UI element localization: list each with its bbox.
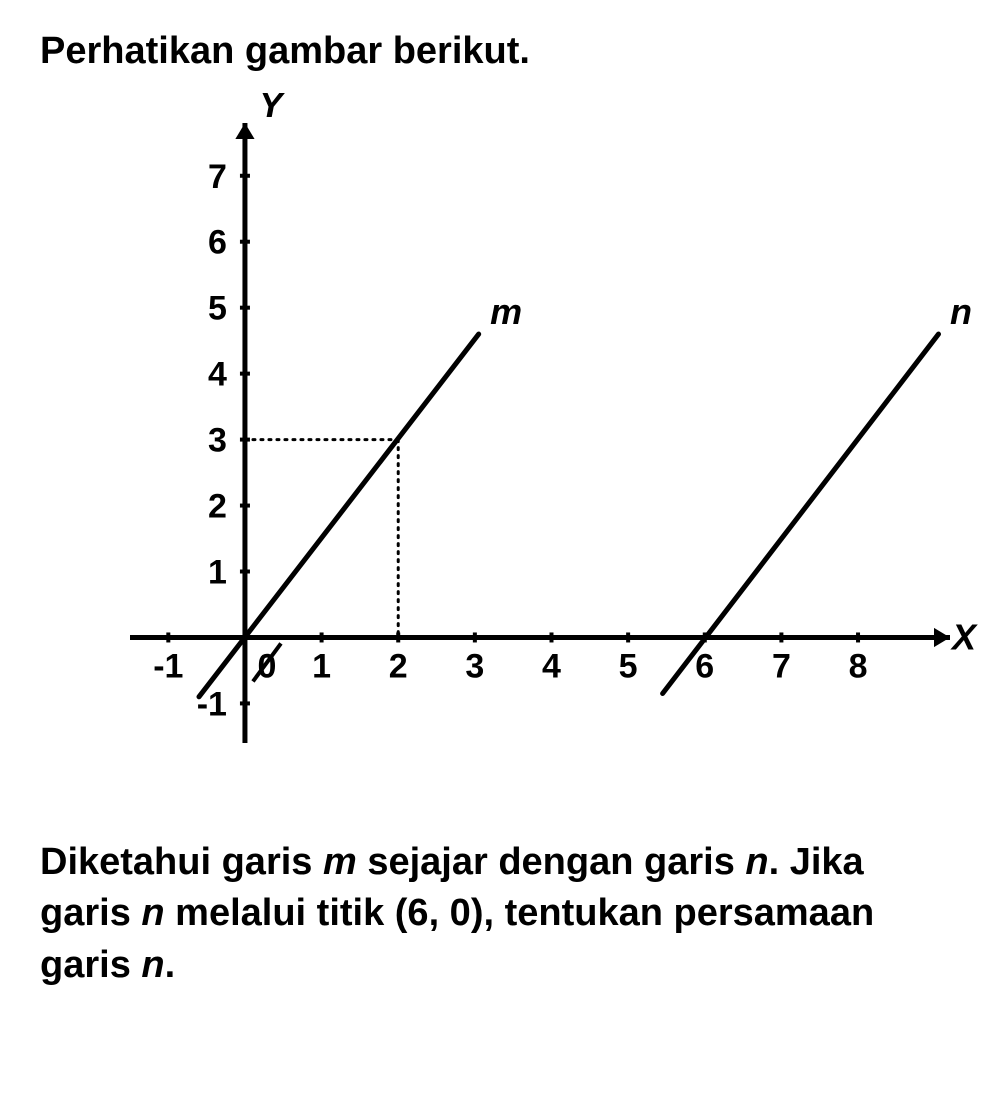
y-tick-label: 2 bbox=[208, 488, 227, 526]
line-m bbox=[199, 334, 479, 697]
q-line3-n: n bbox=[141, 944, 164, 986]
line-label-m: m bbox=[490, 291, 522, 332]
q-line1-m: m bbox=[323, 841, 357, 883]
x-tick-label: 4 bbox=[542, 647, 561, 685]
q-line2-a: garis bbox=[40, 892, 141, 934]
q-line2-b: melalui titik (6, 0), tentukan persamaan bbox=[165, 892, 875, 934]
page-title: Perhatikan gambar berikut. bbox=[40, 30, 968, 73]
y-tick-label: 1 bbox=[208, 554, 227, 592]
q-line1-a: Diketahui garis bbox=[40, 841, 323, 883]
x-tick-label: 1 bbox=[312, 647, 331, 685]
x-tick-label: 3 bbox=[465, 647, 484, 685]
q-line3-b: . bbox=[165, 944, 176, 986]
x-tick-label: 6 bbox=[695, 647, 714, 685]
y-axis-arrow bbox=[235, 123, 254, 139]
q-line1-b: sejajar dengan garis bbox=[357, 841, 746, 883]
x-tick-label: 8 bbox=[849, 647, 868, 685]
x-axis-label: X bbox=[950, 616, 978, 657]
x-tick-label: 5 bbox=[619, 647, 638, 685]
y-tick-label: 6 bbox=[208, 224, 227, 262]
chart-container: -1012345678-11234567YXmn bbox=[40, 93, 980, 813]
x-tick-label: 7 bbox=[772, 647, 791, 685]
x-axis-arrow bbox=[934, 628, 950, 647]
x-tick-label: -1 bbox=[153, 647, 183, 685]
y-axis-label: Y bbox=[259, 93, 286, 125]
question-text: Diketahui garis m sejajar dengan garis n… bbox=[40, 837, 968, 991]
q-line1-n: n bbox=[745, 841, 768, 883]
q-line2-n: n bbox=[141, 892, 164, 934]
x-tick-label: 2 bbox=[389, 647, 408, 685]
q-line3-a: garis bbox=[40, 944, 141, 986]
y-tick-label: 3 bbox=[208, 422, 227, 460]
coordinate-chart: -1012345678-11234567YXmn bbox=[40, 93, 980, 813]
y-tick-label: 7 bbox=[208, 158, 227, 196]
y-tick-label: 4 bbox=[208, 356, 227, 394]
line-label-n: n bbox=[950, 291, 972, 332]
y-tick-label: 5 bbox=[208, 290, 227, 328]
q-line1-c: . Jika bbox=[769, 841, 864, 883]
